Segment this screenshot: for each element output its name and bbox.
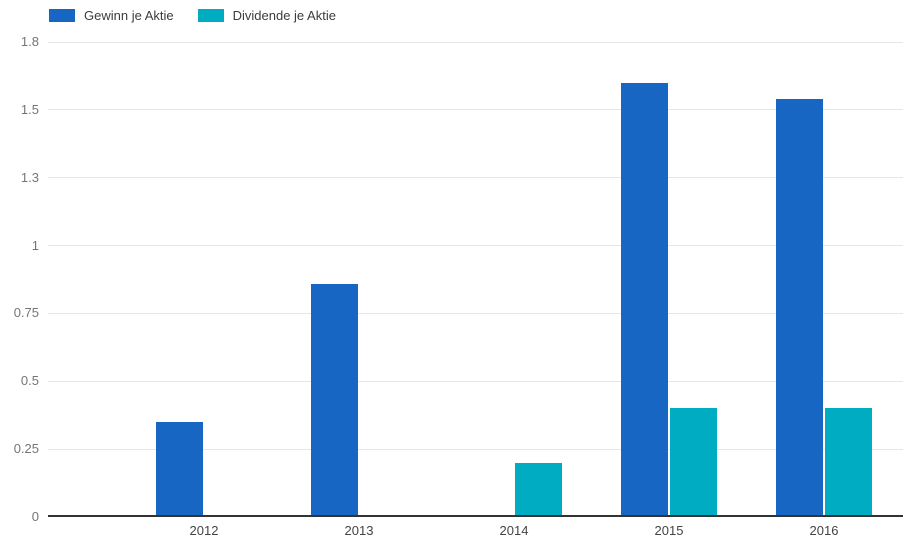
gridline — [48, 177, 903, 179]
y-tick-label: 1.5 — [20, 101, 39, 117]
legend-swatch-teal-icon — [197, 9, 224, 22]
y-tick-label: 1 — [31, 237, 39, 253]
x-tick-label: 2012 — [189, 523, 219, 538]
x-tick-label: 2014 — [499, 523, 529, 538]
y-tick-label: 0.75 — [13, 305, 39, 321]
gridline — [48, 312, 903, 314]
y-tick-label: 0.25 — [13, 441, 39, 457]
y-tick-label: 0.5 — [20, 373, 39, 389]
legend-label-dividende-je-aktie: Dividende je Aktie — [232, 8, 336, 23]
bar-dividende-2014[interactable] — [515, 462, 562, 517]
gridline — [48, 448, 903, 450]
gridline — [48, 41, 903, 43]
y-tick-label: 1.8 — [20, 34, 39, 49]
x-tick-label: 2015 — [654, 523, 684, 538]
legend-swatch-blue-icon — [49, 9, 75, 22]
bar-gewinn-2013[interactable] — [311, 283, 358, 517]
bar-gewinn-2016[interactable] — [776, 99, 823, 517]
bar-gewinn-2012[interactable] — [156, 422, 203, 517]
bar-dividende-2015[interactable] — [670, 408, 717, 517]
gridline — [48, 380, 903, 382]
legend-item-gewinn-je-aktie: Gewinn je Aktie — [49, 8, 174, 23]
gridline — [48, 245, 903, 247]
plot-area — [48, 41, 903, 517]
x-axis-line — [48, 515, 903, 517]
chart-legend: Gewinn je Aktie Dividende je Aktie — [49, 8, 360, 23]
legend-label-gewinn-je-aktie: Gewinn je Aktie — [84, 8, 174, 23]
bar-dividende-2016[interactable] — [825, 408, 872, 517]
bar-gewinn-2015[interactable] — [621, 82, 668, 517]
x-tick-label: 2016 — [809, 523, 839, 538]
y-tick-label: 0 — [31, 509, 39, 524]
y-tick-label: 1.3 — [20, 169, 39, 185]
x-tick-label: 2013 — [344, 523, 374, 538]
gridline — [48, 109, 903, 111]
legend-item-dividende-je-aktie: Dividende je Aktie — [197, 8, 336, 23]
